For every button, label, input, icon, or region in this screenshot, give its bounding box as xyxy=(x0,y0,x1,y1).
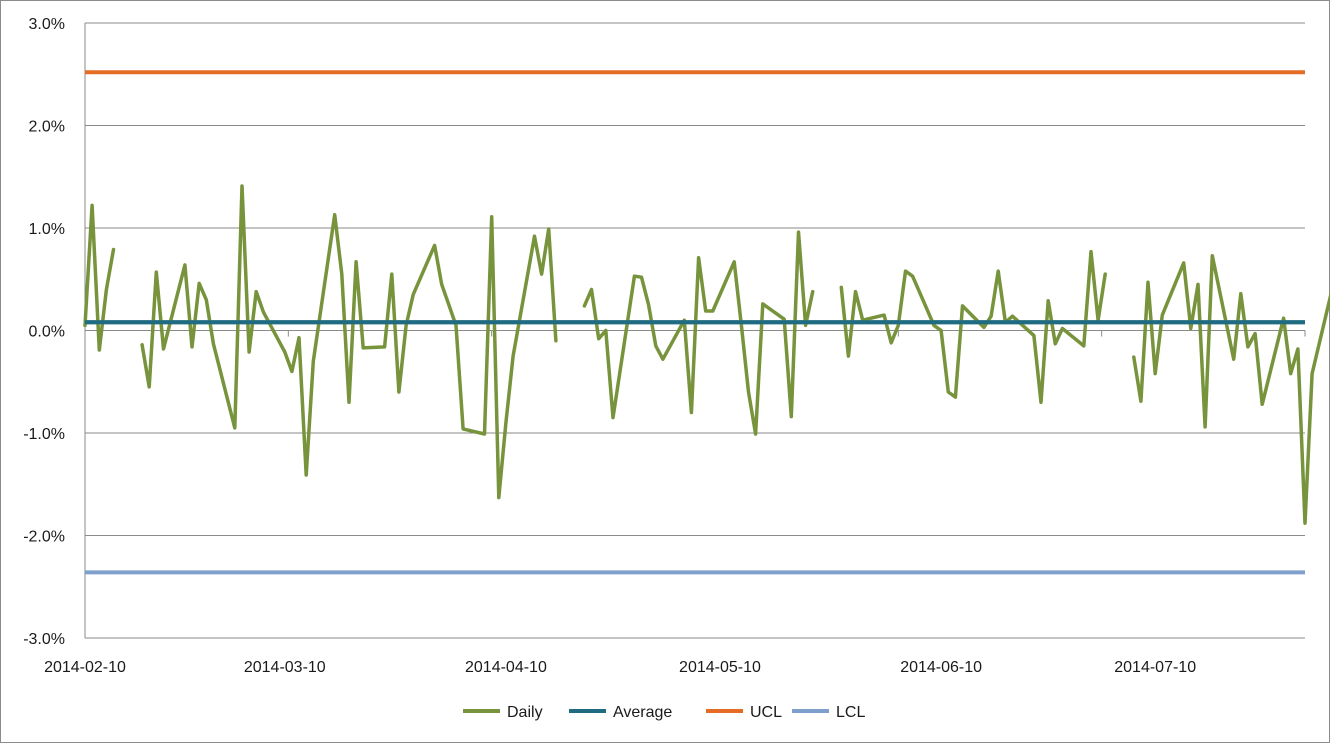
legend-label-average: Average xyxy=(613,704,672,721)
gridlines xyxy=(85,22,1305,536)
y-tick-labels: -3.0% -2.0% -1.0% 0.0% 1.0% 2.0% 3.0% xyxy=(23,16,65,648)
daily-series xyxy=(83,184,1330,525)
axes xyxy=(84,23,1306,639)
y-tick-label: 0.0% xyxy=(29,324,65,341)
daily-line-segment xyxy=(83,203,116,352)
y-tick-label: 2.0% xyxy=(29,119,65,136)
y-tick-label: 1.0% xyxy=(29,221,65,238)
x-tick-label: 2014-02-10 xyxy=(44,659,126,676)
daily-line-segment xyxy=(582,230,815,436)
x-tick-label: 2014-05-10 xyxy=(679,659,761,676)
legend-label-ucl: UCL xyxy=(750,704,782,721)
x-tick-label: 2014-04-10 xyxy=(465,659,547,676)
legend-label-lcl: LCL xyxy=(836,704,865,721)
x-tick-label: 2014-07-10 xyxy=(1114,659,1196,676)
daily-line-segment xyxy=(839,249,1107,405)
legend-label-daily: Daily xyxy=(507,704,543,721)
legend: Daily Average UCL LCL xyxy=(463,704,865,721)
daily-line-segment xyxy=(1132,253,1330,525)
y-tick-label: 3.0% xyxy=(29,16,65,33)
y-tick-label: -2.0% xyxy=(23,529,65,546)
y-tick-label: -3.0% xyxy=(23,631,65,648)
x-tick-label: 2014-03-10 xyxy=(244,659,326,676)
x-tick-labels: 2014-02-10 2014-03-10 2014-04-10 2014-05-10… xyxy=(44,659,1196,676)
x-tick-label: 2014-06-10 xyxy=(900,659,982,676)
y-tick-label: -1.0% xyxy=(23,426,65,443)
daily-line-segment xyxy=(140,184,558,500)
